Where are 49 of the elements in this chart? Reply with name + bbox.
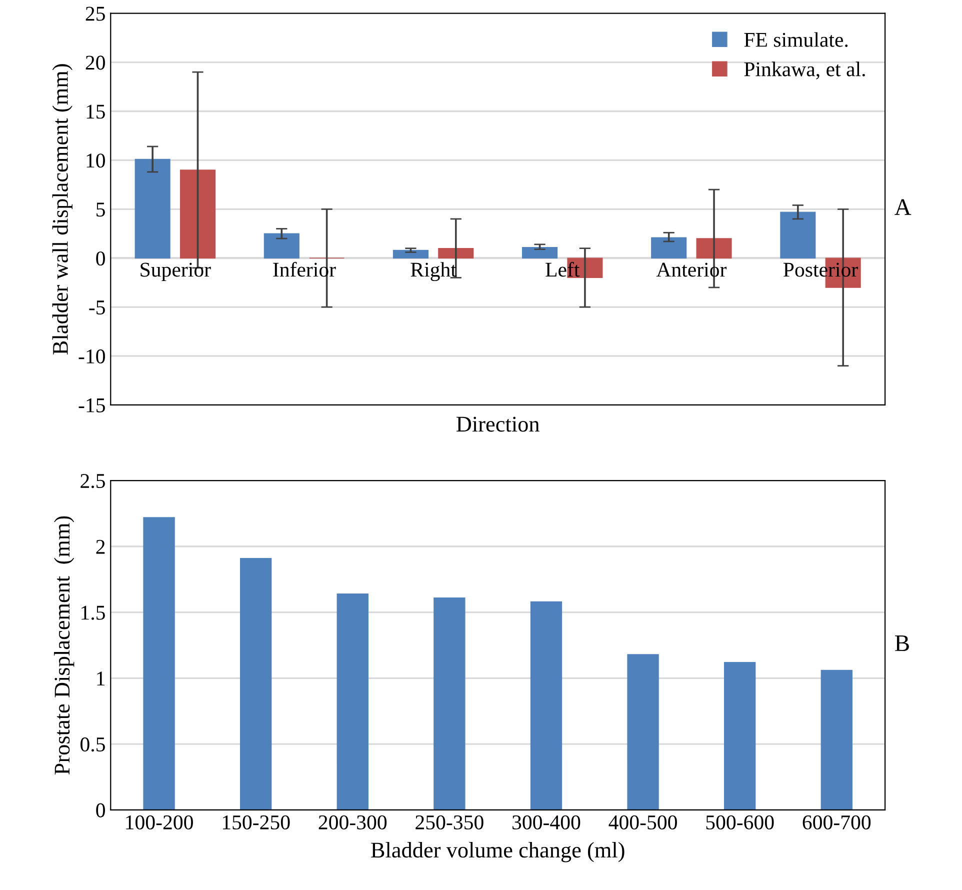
x-tick-label: Superior — [140, 262, 211, 281]
legend-label: Pinkawa, et al. — [744, 62, 865, 80]
y-tick-label: -5 — [89, 300, 105, 314]
bar — [240, 558, 272, 810]
bar — [438, 248, 474, 258]
x-axis-title: Direction — [456, 416, 540, 432]
x-tick-label: 600-700 — [802, 815, 871, 830]
y-axis-title: Bladder wall displacement (mm) — [52, 64, 72, 354]
y-tick-label: -10 — [78, 349, 105, 364]
bar — [724, 662, 756, 810]
y-tick-label: 1 — [97, 672, 105, 686]
bar — [651, 237, 687, 258]
y-tick-label: 20 — [86, 56, 105, 70]
bar — [530, 601, 562, 810]
y-tick-label: 10 — [86, 154, 105, 168]
x-tick-label: 100-200 — [126, 815, 193, 830]
y-tick-label: 2 — [96, 540, 105, 554]
x-tick-label: 150-250 — [222, 815, 290, 830]
x-tick-label: 200-300 — [318, 815, 387, 830]
y-tick-label: 5 — [96, 202, 105, 217]
bar — [180, 170, 216, 258]
y-tick-label: 15 — [86, 104, 105, 119]
bar — [143, 517, 175, 810]
bar — [696, 238, 732, 258]
bar — [264, 233, 300, 258]
legend-label: FE simulate. — [744, 32, 848, 47]
bar — [522, 246, 558, 258]
x-tick-label: 300-400 — [512, 815, 580, 830]
bar — [627, 654, 659, 810]
bar — [434, 597, 466, 810]
y-tick-label: -15 — [78, 398, 105, 412]
text: B — [895, 635, 909, 651]
bar — [336, 594, 368, 810]
bar — [392, 250, 428, 258]
bar — [820, 670, 852, 810]
text: A — [894, 199, 912, 215]
y-axis-title: Prostate Displacement (mm) — [54, 516, 74, 775]
y-tick-label: 1.5 — [82, 606, 105, 620]
y-tick-label: 0 — [96, 803, 105, 818]
x-tick-label: 500-600 — [706, 815, 774, 830]
x-tick-label: 250-350 — [416, 815, 484, 830]
x-axis-title: Bladder volume change (ml) — [371, 842, 624, 862]
y-tick-label: 0 — [96, 251, 105, 266]
x-tick-label: 400-500 — [608, 815, 677, 830]
y-tick-label: 2.5 — [80, 474, 105, 488]
y-tick-label: 25 — [86, 6, 105, 21]
bar — [134, 158, 170, 258]
y-tick-label: 0.5 — [80, 737, 105, 752]
bar — [780, 212, 816, 258]
